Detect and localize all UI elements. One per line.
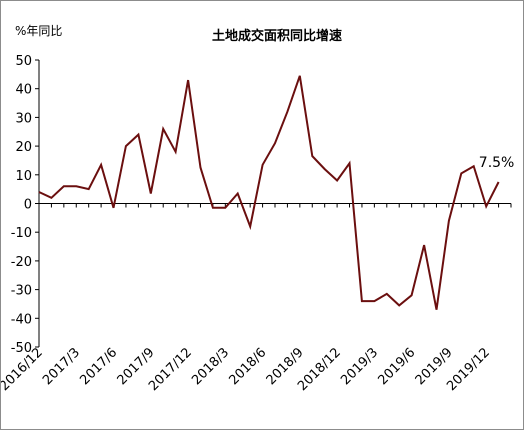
chart-title: 土地成交面积同比增速 — [212, 28, 342, 44]
y-tick-label: -50 — [11, 341, 32, 356]
series-layer — [38, 75, 500, 310]
y-tick-label: -30 — [11, 284, 32, 299]
x-tick-label: 2019/3 — [338, 345, 381, 388]
x-tick-label: 2018/6 — [226, 345, 269, 388]
y-tick-label: 20 — [15, 140, 32, 155]
data-annotation: 7.5% — [479, 155, 515, 171]
x-tick-label: 2017/6 — [77, 345, 120, 388]
x-tick-label: 2017/3 — [40, 345, 83, 388]
annotation-layer: 7.5% — [479, 155, 515, 171]
unit-label: %年同比 — [15, 24, 62, 38]
y-tick-label: 10 — [15, 169, 32, 184]
x-tick-label: 2018/3 — [189, 345, 232, 388]
y-tick-label: 30 — [15, 111, 32, 126]
x-tick-label: 2019/6 — [376, 345, 419, 388]
y-tick-label: -40 — [11, 312, 32, 327]
y-tick-label: -20 — [11, 255, 32, 270]
series-line — [38, 75, 500, 310]
axes: 50403020100-10-20-30-40-502016/122017/32… — [1, 54, 512, 394]
y-tick-label: -10 — [11, 226, 32, 241]
y-tick-label: 40 — [15, 83, 32, 98]
y-tick-label: 50 — [15, 54, 32, 69]
y-tick-label: 0 — [24, 198, 32, 213]
